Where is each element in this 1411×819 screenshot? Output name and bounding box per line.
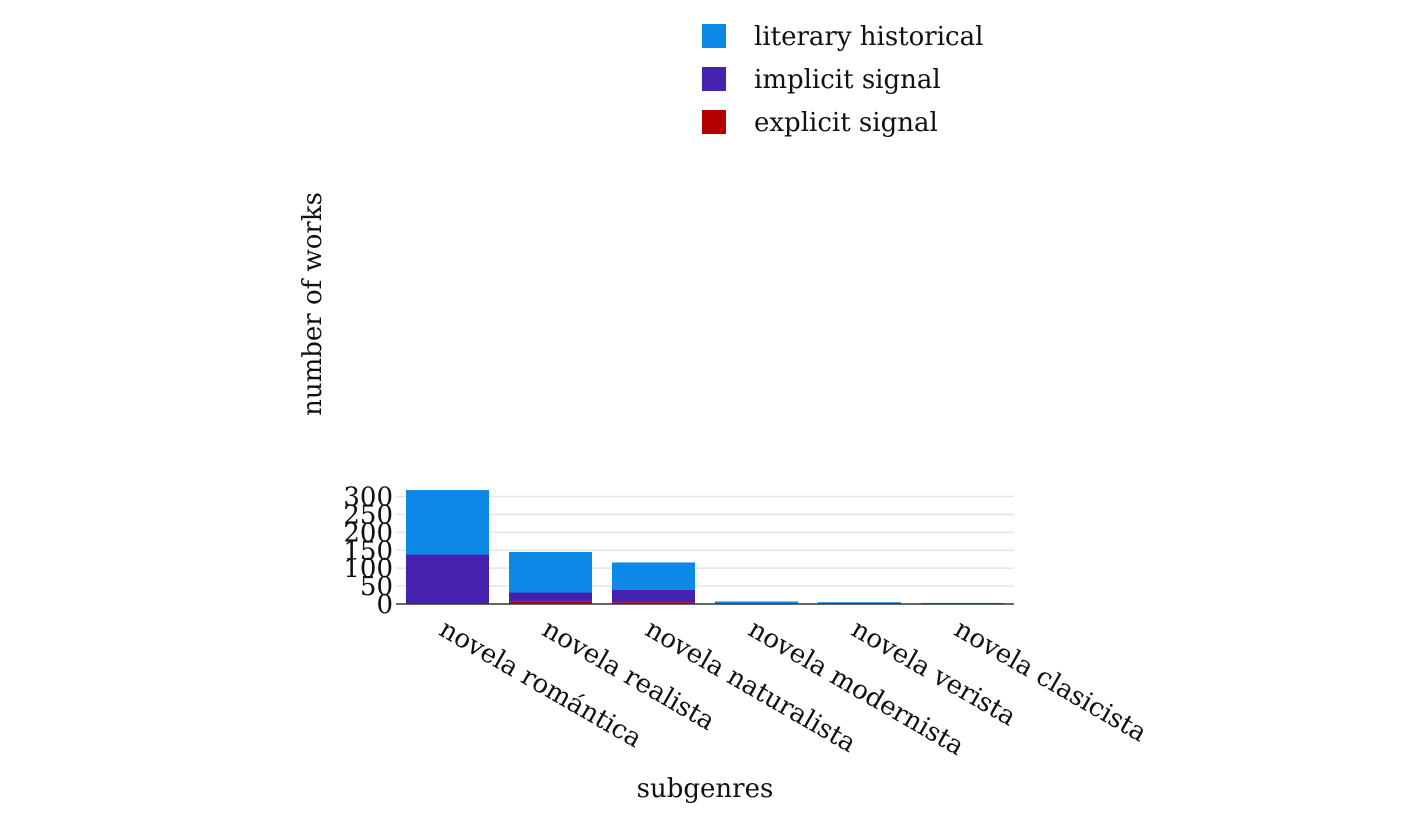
bars [406, 490, 1004, 604]
y-tick-label: 100 [343, 554, 393, 584]
legend-label-implicit-signal: implicit signal [754, 65, 941, 95]
bar-implicit-signal-novela-realista [509, 592, 592, 602]
bar-literary-historical-novela-verista [818, 602, 901, 604]
grid-lines [396, 495, 1014, 587]
bar-literary-historical-novela-modernista [715, 601, 798, 604]
bar-implicit-signal-novela-naturalista [612, 589, 695, 603]
y-tick-label: 150 [343, 536, 393, 566]
legend-label-explicit-signal: explicit signal [754, 108, 938, 138]
y-axis-title: number of works [298, 192, 328, 416]
bar-explicit-signal-novela-naturalista [612, 602, 695, 604]
legend-swatch-implicit-signal [702, 67, 726, 91]
legend-swatch-literary-historical [702, 24, 726, 48]
legend-label-literary-historical: literary historical [754, 22, 983, 52]
y-tick-label: 0 [376, 590, 393, 620]
legend-swatch-explicit-signal [702, 110, 726, 134]
bar-literary-historical-novela-romantica [406, 490, 489, 555]
bar-implicit-signal-novela-romantica [406, 554, 489, 604]
x-tick-label: novela clasicista [949, 614, 1152, 748]
y-tick-label: 50 [360, 572, 393, 602]
y-tick-label: 200 [343, 518, 393, 548]
x-axis-title: subgenres [637, 774, 774, 804]
legend: literary historical implicit signal explic… [674, 10, 1014, 140]
y-tick-label: 300 [343, 483, 393, 513]
legend-background [674, 10, 1014, 140]
bar-literary-historical-novela-realista [509, 552, 592, 593]
bar-explicit-signal-novela-realista [509, 601, 592, 604]
y-tick-label: 250 [343, 500, 393, 530]
bar-literary-historical-novela-naturalista [612, 562, 695, 590]
